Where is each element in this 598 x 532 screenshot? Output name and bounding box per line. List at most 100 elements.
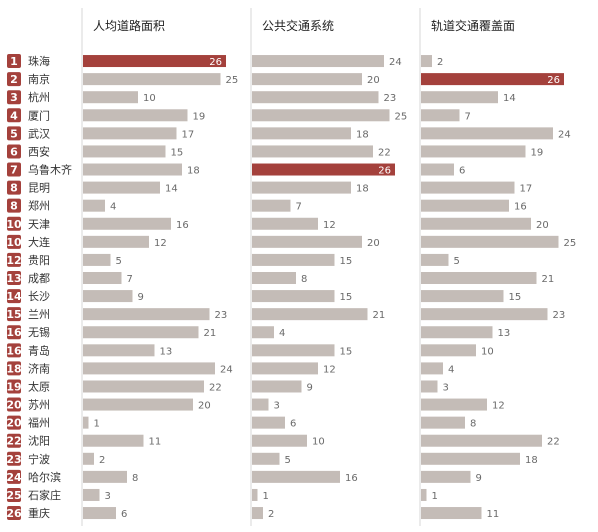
bar-value-label: 10 xyxy=(481,346,494,357)
city-name: 太原 xyxy=(28,380,50,393)
bar-value-label: 20 xyxy=(367,75,380,86)
bar-public_transit xyxy=(252,507,263,520)
rank-badge xyxy=(7,90,21,105)
bar-rail_coverage xyxy=(421,434,542,447)
rank-number: 3 xyxy=(10,91,18,104)
bar-public_transit xyxy=(252,362,318,375)
bar-road_area xyxy=(83,507,116,520)
city-name: 哈尔滨 xyxy=(28,470,61,484)
bar-public_transit xyxy=(252,91,379,104)
bar-value-label: 20 xyxy=(198,401,211,412)
city-name: 珠海 xyxy=(28,54,50,68)
bar-road_area xyxy=(83,344,155,357)
city-name: 沈阳 xyxy=(28,434,50,448)
bar-value-label: 22 xyxy=(547,437,560,448)
rank-badge xyxy=(7,325,21,340)
bar-value-label: 16 xyxy=(176,220,189,231)
bar-value-label: 1 xyxy=(94,419,100,430)
bar-rail_coverage xyxy=(421,145,526,158)
rank-number: 2 xyxy=(10,73,18,86)
bar-rail_coverage xyxy=(421,91,498,104)
rank-number: 14 xyxy=(6,290,22,303)
bar-rail_coverage xyxy=(421,253,449,266)
bar-public_transit xyxy=(252,326,274,339)
rank-number: 6 xyxy=(10,145,18,158)
bar-rail_coverage xyxy=(421,488,427,501)
rank-badge xyxy=(7,54,21,69)
rank-number: 7 xyxy=(10,164,18,177)
bar-public_transit xyxy=(252,199,291,212)
bar-value-label: 22 xyxy=(209,382,222,393)
bar-public_transit xyxy=(252,163,395,176)
bar-road_area xyxy=(83,235,149,248)
rank-badge xyxy=(7,379,21,394)
bar-rail_coverage xyxy=(421,507,482,520)
rank-badge xyxy=(7,271,21,285)
rank-number: 4 xyxy=(10,109,18,122)
bar-road_area xyxy=(83,163,182,176)
bar-road_area xyxy=(83,488,100,501)
bar-road_area xyxy=(83,253,111,266)
bar-value-label: 25 xyxy=(395,111,408,122)
rank-number: 13 xyxy=(6,272,21,285)
column-header-public_transit: 公共交通系统 xyxy=(262,18,334,33)
city-name: 贵阳 xyxy=(28,254,50,267)
bar-value-label: 14 xyxy=(165,184,178,195)
bar-value-label: 8 xyxy=(301,274,307,285)
rank-badge xyxy=(7,162,21,177)
bar-rail_coverage xyxy=(421,326,493,339)
rank-badge xyxy=(7,469,21,484)
bar-value-label: 23 xyxy=(215,310,228,321)
city-name: 乌鲁木齐 xyxy=(28,163,72,177)
rank-badge xyxy=(7,415,21,430)
rank-badge xyxy=(7,198,21,213)
rank-badge xyxy=(7,234,21,249)
bar-public_transit xyxy=(252,127,351,140)
rank-number: 16 xyxy=(6,344,22,357)
bar-value-label: 19 xyxy=(531,147,544,158)
bar-road_area xyxy=(83,73,221,86)
rank-number: 15 xyxy=(6,308,21,321)
bar-value-label: 1 xyxy=(263,491,269,502)
rank-badge xyxy=(7,451,21,466)
bar-value-label: 12 xyxy=(154,238,167,249)
rank-badge xyxy=(7,216,21,231)
bar-rail_coverage xyxy=(421,398,487,411)
city-name: 青岛 xyxy=(28,343,50,357)
column-header-rail_coverage: 轨道交通覆盖面 xyxy=(431,18,515,33)
bar-road_area xyxy=(83,91,138,104)
rank-number: 10 xyxy=(6,218,22,231)
rank-number: 8 xyxy=(10,200,18,213)
bar-value-label: 26 xyxy=(209,57,222,68)
rank-badge xyxy=(7,72,21,87)
city-name: 厦门 xyxy=(28,108,50,122)
bar-road_area xyxy=(83,217,171,230)
bar-value-label: 18 xyxy=(525,455,538,466)
city-name: 福州 xyxy=(28,416,50,430)
bar-value-label: 10 xyxy=(312,437,325,448)
rank-number: 5 xyxy=(10,127,18,140)
bar-road_area xyxy=(83,308,210,321)
bar-road_area xyxy=(83,470,127,483)
rank-badge xyxy=(7,343,21,358)
column-header-road_area: 人均道路面积 xyxy=(93,18,165,33)
bar-value-label: 15 xyxy=(340,292,353,303)
bar-value-label: 11 xyxy=(149,437,162,448)
bar-value-label: 21 xyxy=(204,328,217,339)
bar-public_transit xyxy=(252,55,384,68)
city-name: 无锡 xyxy=(28,325,50,339)
bar-rail_coverage xyxy=(421,217,531,230)
city-name: 宁波 xyxy=(28,452,50,466)
rank-badge xyxy=(7,397,21,412)
bar-value-label: 15 xyxy=(171,147,184,158)
bar-value-label: 14 xyxy=(503,93,516,104)
bar-public_transit xyxy=(252,344,335,357)
bar-public_transit xyxy=(252,272,296,284)
rank-number: 1 xyxy=(10,55,18,68)
bar-value-label: 10 xyxy=(143,93,156,104)
bar-public_transit xyxy=(252,181,351,194)
bar-value-label: 2 xyxy=(437,57,443,68)
bar-value-label: 21 xyxy=(542,274,555,285)
rank-badge xyxy=(7,361,21,376)
bar-value-label: 24 xyxy=(220,364,233,375)
